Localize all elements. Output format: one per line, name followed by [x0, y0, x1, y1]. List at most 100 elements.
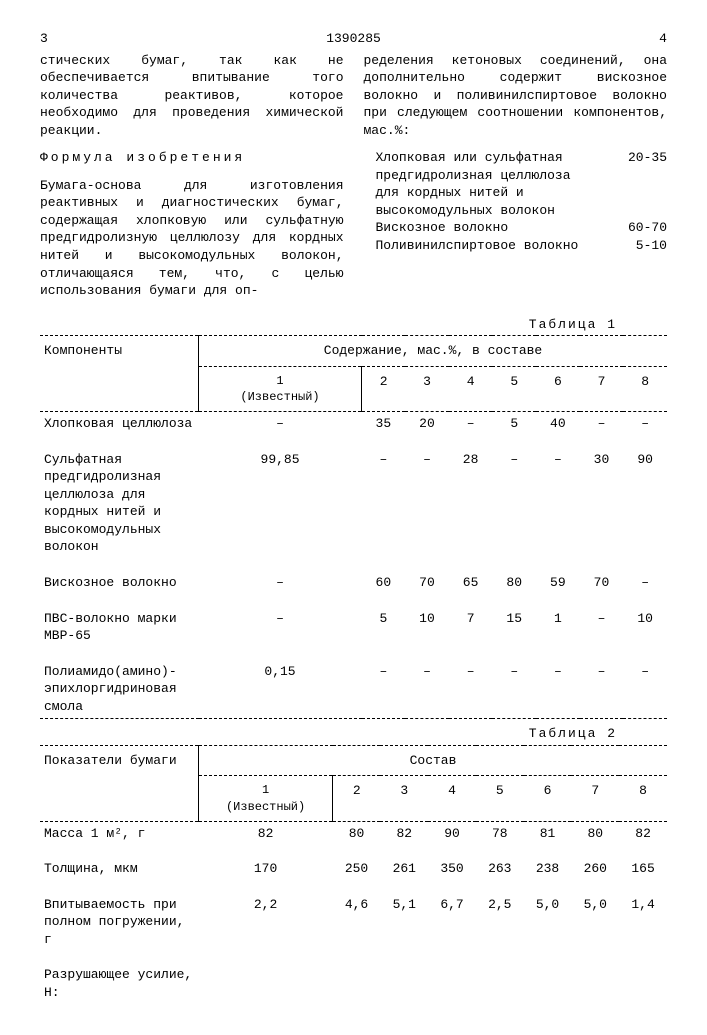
ratio-1: Хлопковая или сульфатная предгидролизная… — [376, 149, 668, 219]
table-cell: 6,7 — [428, 893, 476, 952]
text-columns: стических бумаг, так как не обеспечивает… — [40, 52, 667, 310]
table-cell: 28 — [449, 448, 493, 559]
page-num-right: 4 — [659, 30, 667, 48]
table-cell: – — [199, 412, 362, 436]
table-cell: 82 — [619, 821, 667, 845]
table-cell: – — [362, 660, 406, 719]
table-cell: 35 — [362, 412, 406, 436]
t2-h-components: Показатели бумаги — [40, 745, 199, 821]
table-cell — [380, 963, 428, 1004]
table-cell: 70 — [580, 571, 624, 595]
table-cell: 1 — [536, 607, 580, 648]
table-cell — [428, 963, 476, 1004]
table-cell: 5,0 — [571, 893, 619, 952]
table-cell: 0,15 — [199, 660, 362, 719]
table-cell: 80 — [571, 821, 619, 845]
table-row-label: Впитываемость при полном погружении, г — [40, 893, 199, 952]
left-column: стических бумаг, так как не обеспечивает… — [40, 52, 344, 310]
ratio-list: Хлопковая или сульфатная предгидролизная… — [376, 149, 668, 254]
table-cell: – — [492, 448, 536, 559]
table-cell: 78 — [476, 821, 524, 845]
table-cell: 1,4 — [619, 893, 667, 952]
table-cell: 5,0 — [524, 893, 572, 952]
table-cell: 60 — [362, 571, 406, 595]
table-cell — [199, 963, 333, 1004]
table-cell: 15 — [492, 607, 536, 648]
page-numbers: 3 1390285 4 — [40, 30, 667, 48]
table-cell: 59 — [536, 571, 580, 595]
table-cell: 165 — [619, 857, 667, 881]
table-row-label: Хлопковая целлюлоза — [40, 412, 199, 436]
table-row-label: Сульфатная предгидролизная целлюлоза для… — [40, 448, 199, 559]
table-cell: 350 — [428, 857, 476, 881]
table-cell: 4,6 — [333, 893, 381, 952]
page-num-left: 3 — [40, 30, 48, 48]
table-cell: 65 — [449, 571, 493, 595]
table-row-label: Толщина, мкм — [40, 857, 199, 881]
t1-h-components: Компоненты — [40, 336, 199, 412]
table-cell: 170 — [199, 857, 333, 881]
table-cell: 82 — [199, 821, 333, 845]
table-cell: – — [623, 412, 667, 436]
table-cell: – — [405, 660, 449, 719]
table-cell: – — [580, 660, 624, 719]
table-cell: 2,2 — [199, 893, 333, 952]
table-cell — [524, 963, 572, 1004]
table-cell: 10 — [623, 607, 667, 648]
table-cell: 81 — [524, 821, 572, 845]
table-cell: – — [536, 448, 580, 559]
table2: Показатели бумаги Состав 1 (Известный) 2… — [40, 745, 667, 1005]
table2-caption: Таблица 2 — [40, 725, 617, 743]
table-row-label: Вискозное волокно — [40, 571, 199, 595]
table-cell: 90 — [428, 821, 476, 845]
ratio-3: Поливинилспиртовое волокно 5-10 — [376, 237, 668, 255]
table-cell: – — [623, 571, 667, 595]
table1-caption: Таблица 1 — [40, 316, 617, 334]
table-cell: – — [405, 448, 449, 559]
table-cell: 5 — [492, 412, 536, 436]
table-cell: 80 — [492, 571, 536, 595]
table-cell: – — [492, 660, 536, 719]
table-cell: 20 — [405, 412, 449, 436]
table-cell: 5,1 — [380, 893, 428, 952]
left-p1: стических бумаг, так как не обеспечивает… — [40, 52, 344, 140]
t2-h-content: Состав — [199, 745, 668, 776]
table-cell: 82 — [380, 821, 428, 845]
table-cell: 5 — [362, 607, 406, 648]
table-cell: – — [623, 660, 667, 719]
table-cell: 261 — [380, 857, 428, 881]
table-row-label: Разрушающее усилие, Н: — [40, 963, 199, 1004]
t1-h-content: Содержание, мас.%, в составе — [199, 336, 668, 367]
formula-title: Формула изобретения — [40, 149, 344, 167]
table-cell — [333, 963, 381, 1004]
table-cell: 80 — [333, 821, 381, 845]
table-cell — [476, 963, 524, 1004]
right-p1: ределения кетоновых соединений, она допо… — [364, 52, 668, 140]
table-cell: – — [536, 660, 580, 719]
table-row-label: Масса 1 м², г — [40, 821, 199, 845]
table-cell: 2,5 — [476, 893, 524, 952]
doc-number: 1390285 — [326, 30, 381, 48]
table-cell: 70 — [405, 571, 449, 595]
table-cell: – — [362, 448, 406, 559]
table-cell — [619, 963, 667, 1004]
ratio-2: Вискозное волокно 60-70 — [376, 219, 668, 237]
t1-col1: 1 (Известный) — [199, 366, 362, 411]
table-cell: 260 — [571, 857, 619, 881]
table-cell: 238 — [524, 857, 572, 881]
right-column: ределения кетоновых соединений, она допо… — [364, 52, 668, 310]
table1: Компоненты Содержание, мас.%, в составе … — [40, 335, 667, 719]
table-row-label: Полиамидо(амино)-эпихлоргидриновая смола — [40, 660, 199, 719]
table-cell: – — [199, 607, 362, 648]
table-cell — [571, 963, 619, 1004]
table-cell: 30 — [580, 448, 624, 559]
table-cell: – — [449, 412, 493, 436]
table-cell: 40 — [536, 412, 580, 436]
table-cell: – — [199, 571, 362, 595]
table-cell: 250 — [333, 857, 381, 881]
table-cell: 7 — [449, 607, 493, 648]
table-cell: 90 — [623, 448, 667, 559]
left-p2: Бумага-основа для изготовления реактивны… — [40, 177, 344, 300]
t2-col1: 1 (Известный) — [199, 776, 333, 821]
table-cell: 99,85 — [199, 448, 362, 559]
